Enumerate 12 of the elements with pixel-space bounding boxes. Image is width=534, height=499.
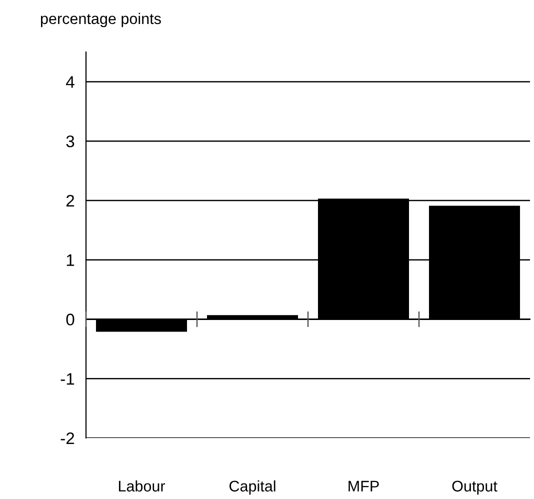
- y-tick-label: 2: [66, 194, 74, 206]
- y-tick-label: 4: [66, 76, 74, 88]
- x-tick-label: Labour: [118, 480, 166, 492]
- y-tick-label: -1: [60, 373, 74, 385]
- x-tick-label: MFP: [348, 480, 379, 492]
- y-axis-title: percentage points: [40, 12, 161, 28]
- y-tick-label: 3: [66, 135, 74, 148]
- y-tick-label: 1: [66, 254, 74, 266]
- y-tick-label: 0: [66, 314, 74, 326]
- y-tick-label: -2: [60, 432, 74, 444]
- x-tick-label: Output: [452, 480, 498, 495]
- x-tick-label: Capital: [230, 480, 276, 495]
